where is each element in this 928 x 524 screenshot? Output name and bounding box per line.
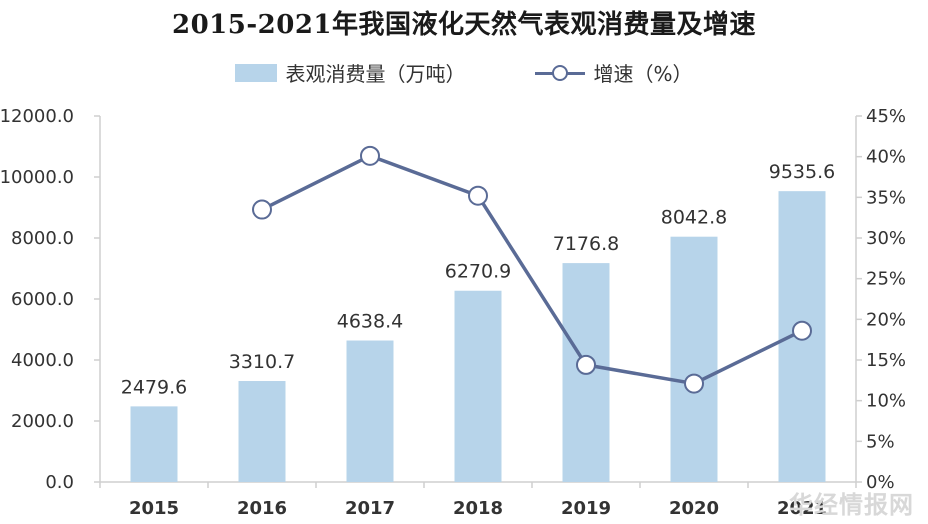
y-tick-right-label: 0%: [866, 472, 895, 493]
y-tick-right-label: 40%: [866, 147, 906, 168]
legend-bar-label: 表观消费量（万吨）: [285, 62, 466, 86]
bar-2020: [670, 236, 718, 482]
bar-2015: [130, 406, 178, 482]
bar-label-2020: 8042.8: [661, 207, 727, 229]
bar-label-2015: 2479.6: [121, 376, 187, 398]
bar-label-2021: 9535.6: [769, 161, 835, 183]
legend-bar-swatch: [235, 63, 278, 82]
y-tick-left-label: 0.0: [45, 472, 74, 493]
y-tick-left-label: 12000.0: [0, 106, 74, 127]
y-tick-right-label: 45%: [866, 106, 906, 127]
bar-label-2019: 7176.8: [553, 233, 619, 255]
bar-2016: [238, 381, 286, 482]
x-tick-label-2021: 2021: [777, 498, 827, 519]
legend-line-label: 增速（%）: [593, 62, 693, 86]
growth-line: [261, 154, 803, 386]
x-tick-label-2015: 2015: [129, 498, 179, 519]
growth-point-2019: [576, 354, 596, 375]
bar-label-2018: 6270.9: [445, 261, 511, 283]
y-tick-right-label: 30%: [866, 228, 906, 249]
y-tick-right-label: 20%: [866, 309, 906, 330]
y-tick-right-label: 10%: [866, 391, 906, 412]
x-tick-label-2018: 2018: [453, 498, 503, 519]
x-tick-label-2016: 2016: [237, 498, 287, 519]
y-tick-right-label: 15%: [866, 350, 906, 371]
y-tick-left-label: 2000.0: [11, 411, 74, 432]
chart-title: 2015-2021年我国液化天然气表观消费量及增速: [171, 10, 757, 40]
x-tick-label-2017: 2017: [345, 498, 395, 519]
growth-point-2018: [468, 185, 488, 206]
growth-point-2021: [792, 320, 812, 341]
legend-line-swatch: [535, 64, 586, 82]
y-tick-left-label: 4000.0: [11, 350, 74, 371]
growth-point-2016: [252, 199, 272, 220]
legend-item-line: 增速（%）: [535, 58, 693, 87]
y-tick-left-label: 6000.0: [11, 289, 74, 310]
legend: 表观消费量（万吨） 增速（%）: [0, 58, 928, 87]
legend-item-bar: 表观消费量（万吨）: [235, 58, 465, 87]
bar-2017: [346, 340, 394, 482]
x-tick-label-2020: 2020: [669, 498, 719, 519]
growth-point-2020: [684, 373, 704, 394]
y-tick-right-label: 25%: [866, 269, 906, 290]
watermark: 华经情报网: [789, 491, 914, 519]
y-tick-left-label: 8000.0: [11, 228, 74, 249]
y-tick-right-label: 5%: [866, 431, 895, 452]
y-tick-left-label: 10000.0: [0, 167, 74, 188]
bar-2018: [454, 290, 502, 482]
x-tick-label-2019: 2019: [561, 498, 611, 519]
y-tick-right-label: 35%: [866, 187, 906, 208]
bar-label-2017: 4638.4: [337, 311, 403, 333]
growth-point-2017: [360, 145, 380, 166]
bar-label-2016: 3310.7: [229, 351, 295, 373]
